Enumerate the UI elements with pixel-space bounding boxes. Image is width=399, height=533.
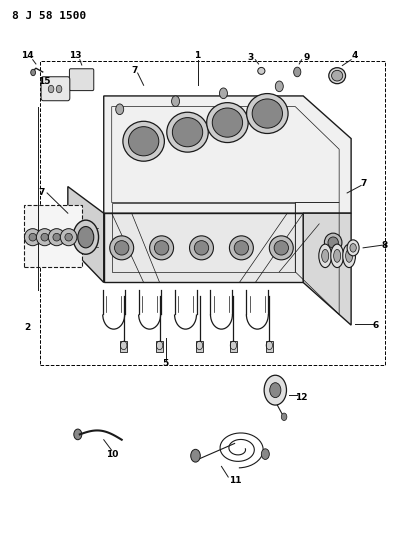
Ellipse shape: [324, 233, 342, 252]
Text: 8 J 58 1500: 8 J 58 1500: [12, 11, 86, 21]
Ellipse shape: [150, 236, 174, 260]
Circle shape: [48, 85, 54, 93]
Ellipse shape: [328, 237, 338, 248]
Ellipse shape: [332, 70, 343, 81]
Bar: [24, 205, 82, 266]
Ellipse shape: [123, 122, 164, 161]
Polygon shape: [104, 96, 351, 213]
Text: 8: 8: [382, 241, 388, 249]
Text: 9: 9: [303, 53, 310, 61]
Text: 13: 13: [69, 52, 81, 60]
Ellipse shape: [229, 236, 253, 260]
Ellipse shape: [48, 229, 65, 246]
Text: 1: 1: [194, 52, 201, 60]
Ellipse shape: [53, 233, 60, 241]
FancyBboxPatch shape: [69, 69, 94, 91]
Circle shape: [73, 220, 99, 254]
Circle shape: [172, 96, 180, 107]
Ellipse shape: [154, 241, 169, 255]
Circle shape: [294, 67, 301, 77]
Bar: [196, 341, 203, 352]
Circle shape: [191, 449, 200, 462]
Text: 12: 12: [295, 393, 308, 401]
Ellipse shape: [234, 241, 249, 255]
Ellipse shape: [172, 118, 203, 147]
Circle shape: [347, 240, 359, 256]
Ellipse shape: [41, 233, 48, 241]
Ellipse shape: [274, 241, 288, 255]
Ellipse shape: [258, 68, 265, 74]
Circle shape: [78, 227, 94, 248]
Circle shape: [275, 81, 283, 92]
FancyBboxPatch shape: [41, 77, 70, 101]
Text: 14: 14: [21, 52, 34, 60]
Bar: [266, 341, 273, 352]
Polygon shape: [104, 213, 303, 282]
Ellipse shape: [212, 108, 243, 137]
Ellipse shape: [252, 99, 282, 128]
Ellipse shape: [346, 249, 353, 262]
Ellipse shape: [110, 236, 134, 260]
Text: 6: 6: [373, 321, 379, 329]
Ellipse shape: [322, 249, 329, 262]
Ellipse shape: [331, 244, 344, 268]
Ellipse shape: [190, 236, 213, 260]
Bar: [230, 341, 237, 352]
Circle shape: [281, 413, 287, 421]
Ellipse shape: [36, 229, 53, 246]
Ellipse shape: [329, 68, 346, 84]
Text: 7: 7: [132, 66, 138, 75]
Ellipse shape: [194, 241, 209, 255]
Circle shape: [264, 375, 286, 405]
Circle shape: [270, 383, 281, 398]
Polygon shape: [68, 187, 104, 282]
Bar: [156, 341, 163, 352]
Ellipse shape: [60, 229, 77, 246]
Text: 4: 4: [352, 52, 358, 60]
Circle shape: [219, 88, 227, 99]
Ellipse shape: [247, 94, 288, 133]
Bar: [120, 341, 127, 352]
Ellipse shape: [65, 233, 72, 241]
Ellipse shape: [319, 244, 332, 268]
Text: 2: 2: [24, 324, 30, 332]
Circle shape: [31, 69, 36, 76]
Ellipse shape: [29, 233, 36, 241]
Text: 15: 15: [38, 77, 51, 86]
Circle shape: [74, 429, 82, 440]
Text: 5: 5: [162, 359, 169, 368]
Text: 7: 7: [39, 189, 45, 197]
Ellipse shape: [115, 241, 129, 255]
Ellipse shape: [24, 229, 41, 246]
Circle shape: [56, 85, 62, 93]
Ellipse shape: [207, 103, 248, 142]
Polygon shape: [303, 213, 351, 325]
Circle shape: [261, 449, 269, 459]
Ellipse shape: [269, 236, 293, 260]
Ellipse shape: [343, 244, 356, 268]
Text: 7: 7: [360, 180, 366, 188]
Text: 3: 3: [247, 53, 254, 61]
Ellipse shape: [334, 249, 341, 262]
Circle shape: [350, 244, 356, 252]
Ellipse shape: [128, 127, 159, 156]
Bar: [40, 61, 385, 365]
Text: 11: 11: [229, 477, 242, 485]
Ellipse shape: [167, 112, 208, 152]
Circle shape: [116, 104, 124, 115]
Text: 10: 10: [105, 450, 118, 458]
